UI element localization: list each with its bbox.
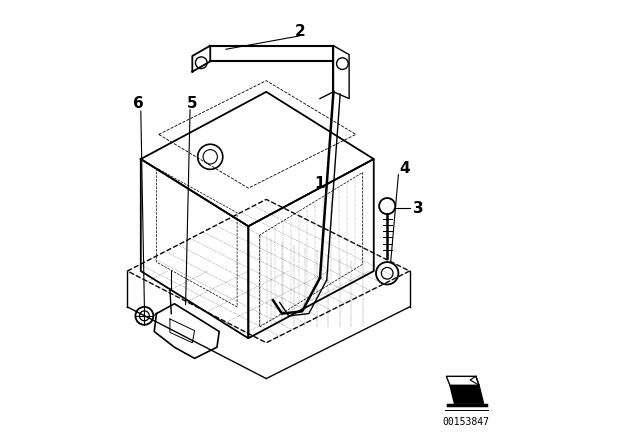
Text: 6: 6 — [133, 96, 144, 112]
Text: 3: 3 — [413, 201, 424, 216]
Text: 4: 4 — [399, 160, 410, 176]
Text: 5: 5 — [187, 95, 198, 111]
Text: 2: 2 — [294, 24, 305, 39]
Polygon shape — [450, 385, 484, 403]
Text: 1: 1 — [314, 176, 324, 191]
Text: 00153847: 00153847 — [442, 417, 489, 426]
Polygon shape — [446, 376, 479, 385]
